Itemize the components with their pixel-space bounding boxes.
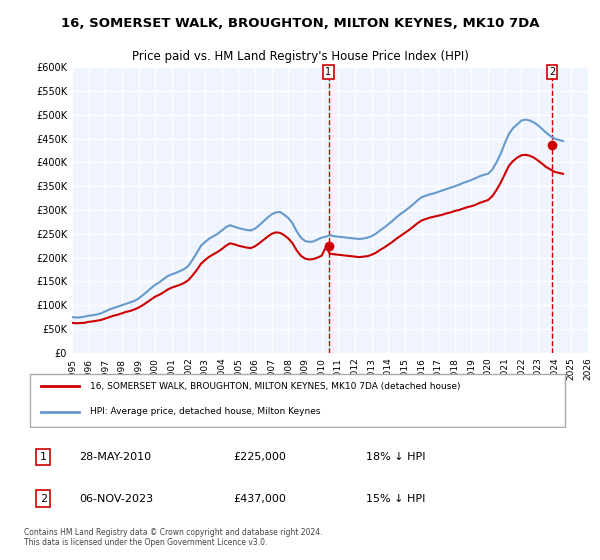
Text: 16, SOMERSET WALK, BROUGHTON, MILTON KEYNES, MK10 7DA (detached house): 16, SOMERSET WALK, BROUGHTON, MILTON KEY… [90, 382, 461, 391]
Text: 18% ↓ HPI: 18% ↓ HPI [366, 452, 426, 462]
Text: 16, SOMERSET WALK, BROUGHTON, MILTON KEYNES, MK10 7DA: 16, SOMERSET WALK, BROUGHTON, MILTON KEY… [61, 17, 539, 30]
FancyBboxPatch shape [29, 374, 565, 427]
Text: 2: 2 [549, 67, 555, 77]
Text: 15% ↓ HPI: 15% ↓ HPI [366, 494, 425, 503]
Text: 28-MAY-2010: 28-MAY-2010 [79, 452, 151, 462]
Text: 1: 1 [325, 67, 332, 77]
Text: 06-NOV-2023: 06-NOV-2023 [79, 494, 154, 503]
Text: £437,000: £437,000 [234, 494, 287, 503]
Text: Contains HM Land Registry data © Crown copyright and database right 2024.
This d: Contains HM Land Registry data © Crown c… [24, 528, 323, 548]
Text: Price paid vs. HM Land Registry's House Price Index (HPI): Price paid vs. HM Land Registry's House … [131, 50, 469, 63]
Text: £225,000: £225,000 [234, 452, 287, 462]
Text: 1: 1 [40, 452, 47, 462]
Text: HPI: Average price, detached house, Milton Keynes: HPI: Average price, detached house, Milt… [90, 407, 321, 416]
Text: 2: 2 [40, 494, 47, 503]
